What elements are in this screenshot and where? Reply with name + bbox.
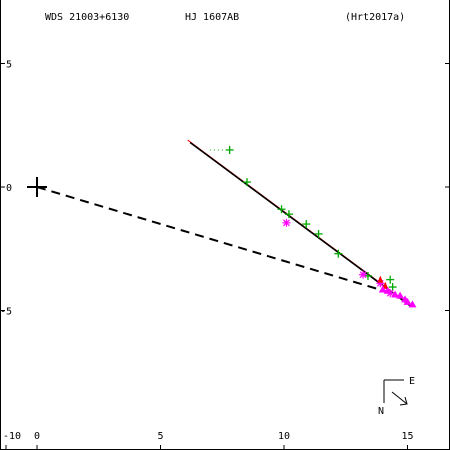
motion-arrow-line [391, 391, 408, 405]
visual-point [242, 178, 251, 187]
visual-point [225, 145, 234, 154]
red-point [377, 275, 384, 283]
compass-north-label: N [378, 406, 384, 417]
header-pair-name: HJ 1607AB [185, 12, 239, 23]
x-tick-label: 15 [401, 431, 413, 442]
y-tick-label: -5 [0, 307, 12, 318]
speckle-stroke [283, 219, 290, 227]
visual-point [277, 205, 286, 214]
red-point [382, 281, 389, 289]
speckle-point [359, 270, 368, 279]
visual-point [314, 229, 323, 238]
separation-line [36, 186, 389, 293]
visual-point [302, 220, 311, 229]
visual-point [386, 275, 395, 284]
hst-point [403, 297, 412, 305]
compass-east-label: E [409, 376, 415, 387]
speckle-stroke [359, 271, 367, 279]
primary-star-marker [27, 177, 47, 197]
plot-area [27, 139, 417, 308]
visual-point [284, 210, 293, 219]
hst-point [396, 291, 405, 299]
visual-point [334, 249, 343, 258]
motion-arrow-head [399, 396, 408, 406]
compass: E N [378, 376, 415, 417]
x-tick-label: 5 [157, 431, 163, 442]
y-tick-label: 0 [6, 183, 12, 194]
x-tick-label: -10 [3, 431, 21, 442]
hst-point [378, 285, 387, 293]
x-tick-label: 10 [278, 431, 290, 442]
visual-point [388, 283, 397, 292]
orbit-line [189, 141, 411, 307]
x-tick-label: 0 [34, 431, 40, 442]
hst-point [391, 290, 400, 298]
y-tick-label: 5 [6, 60, 12, 71]
header-wds-id: WDS 21003+6130 [45, 12, 129, 23]
hst-point [408, 300, 417, 308]
visual-point [363, 271, 372, 280]
hst-point [383, 286, 392, 294]
header-reference: (Hrt2017a) [345, 12, 405, 23]
speckle-point [282, 218, 291, 227]
